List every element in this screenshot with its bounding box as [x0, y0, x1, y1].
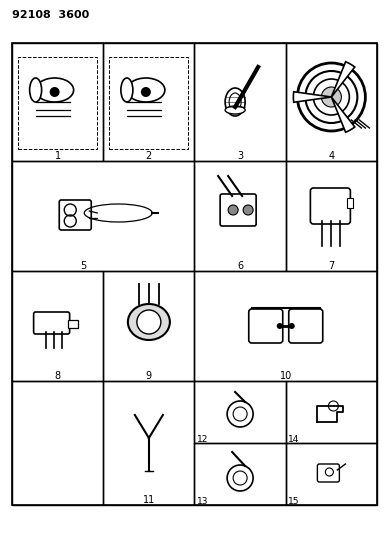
Ellipse shape: [229, 93, 241, 111]
Circle shape: [277, 323, 283, 329]
Text: 12: 12: [197, 435, 208, 444]
Text: 6: 6: [237, 261, 243, 271]
Bar: [194, 43, 286, 161]
Circle shape: [321, 87, 342, 107]
Text: 10: 10: [280, 371, 292, 381]
Circle shape: [314, 79, 349, 115]
Text: 92108  3600: 92108 3600: [12, 10, 89, 20]
Ellipse shape: [225, 106, 245, 114]
Ellipse shape: [128, 304, 170, 340]
Wedge shape: [293, 92, 331, 102]
Text: 5: 5: [80, 261, 86, 271]
Circle shape: [305, 71, 357, 123]
FancyBboxPatch shape: [317, 464, 339, 482]
FancyBboxPatch shape: [33, 312, 70, 334]
Ellipse shape: [121, 78, 133, 102]
Text: 13: 13: [197, 497, 208, 506]
Bar: [12, 271, 103, 381]
Circle shape: [50, 87, 60, 97]
Bar: [286, 43, 377, 161]
Circle shape: [227, 465, 253, 491]
Bar: [286, 381, 377, 443]
Text: 14: 14: [288, 435, 300, 444]
Bar: [103, 381, 194, 505]
Bar: [12, 43, 377, 505]
Circle shape: [233, 407, 247, 421]
Circle shape: [289, 323, 295, 329]
Bar: [194, 271, 377, 381]
FancyBboxPatch shape: [59, 200, 91, 230]
Ellipse shape: [36, 78, 74, 102]
Bar: [347, 198, 353, 208]
Circle shape: [141, 87, 151, 97]
FancyBboxPatch shape: [220, 194, 256, 226]
Text: 3: 3: [237, 151, 243, 161]
Circle shape: [297, 63, 365, 131]
Text: 8: 8: [54, 371, 61, 381]
FancyBboxPatch shape: [310, 188, 350, 224]
Ellipse shape: [127, 78, 165, 102]
Wedge shape: [331, 97, 355, 132]
Bar: [68, 320, 78, 328]
Text: 9: 9: [146, 371, 152, 381]
Bar: [109, 57, 189, 149]
Text: 2: 2: [146, 151, 152, 161]
Ellipse shape: [30, 78, 42, 102]
Bar: [286, 443, 377, 505]
Text: 4: 4: [328, 151, 335, 161]
Ellipse shape: [225, 88, 245, 116]
Text: 1: 1: [54, 151, 61, 161]
Bar: [286, 161, 377, 271]
Bar: [12, 161, 194, 271]
Bar: [103, 271, 194, 381]
Bar: [12, 381, 103, 505]
Text: 7: 7: [328, 261, 335, 271]
Bar: [12, 43, 103, 161]
Circle shape: [227, 401, 253, 427]
Circle shape: [137, 310, 161, 334]
Text: 15: 15: [288, 497, 300, 506]
Bar: [103, 43, 194, 161]
Bar: [194, 381, 286, 443]
Circle shape: [228, 205, 238, 215]
Bar: [18, 57, 97, 149]
Bar: [194, 443, 286, 505]
Bar: [194, 161, 286, 271]
Wedge shape: [331, 62, 355, 97]
Circle shape: [243, 205, 253, 215]
Text: 11: 11: [143, 495, 155, 505]
